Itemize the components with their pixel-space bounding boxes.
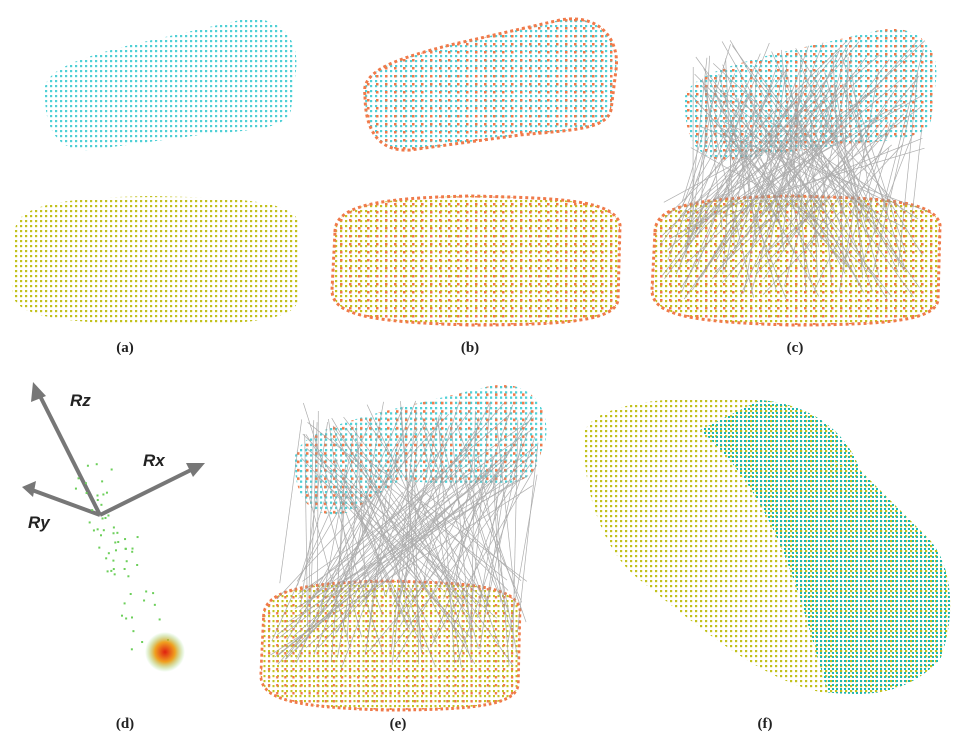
sample-dot [96,463,98,465]
sample-dot [116,532,118,534]
sample-dot [132,548,134,550]
sample-dot [117,541,119,543]
sample-dot [97,499,99,501]
panel-label: (c) [787,340,804,356]
sample-dot [159,618,161,620]
sample-dot [98,547,100,549]
panel-label: (d) [116,716,134,732]
sample-dot [87,465,89,467]
sample-dot [97,528,99,530]
sample-dot [154,604,156,606]
sample-dot [78,477,80,479]
sample-dot [124,602,126,604]
match-line [508,475,537,643]
sample-dot [131,551,133,553]
sample-dot [132,630,134,632]
sample-dot [125,548,127,550]
panel-label: (a) [116,340,134,356]
sample-dot [121,615,123,617]
sample-dot [127,575,129,577]
axis-label: Ry [28,513,51,532]
sample-dot [130,593,132,595]
sample-dot [113,526,115,528]
axis-label: Rx [143,451,166,470]
rotation-peak [145,632,185,672]
sample-dot [115,549,117,551]
sample-dot [103,529,105,531]
sample-dot [106,492,108,494]
panel-b [332,19,620,325]
sample-dot [75,488,77,490]
page: (a) (b) (c) (d) (e) (f) Rz Rx Ry (() => … [0,0,955,738]
sample-dot [89,521,91,523]
figure: (a) (b) (c) (d) (e) (f) Rz Rx Ry [0,0,955,738]
sample-dot [113,568,115,570]
sample-dot [125,617,127,619]
panel-d [22,382,205,515]
sample-dot [113,532,115,534]
sample-dot [93,529,95,531]
sample-dot [141,641,143,643]
axis-label: Rz [70,391,91,410]
sample-dot [85,482,87,484]
sample-dot [137,536,139,538]
sample-dot [100,504,102,506]
sample-dot [114,573,116,575]
sample-dot [105,557,107,559]
sample-dot [107,514,109,516]
panel-label: (f) [758,716,773,732]
sample-dot [107,570,109,572]
sample-dot [145,590,147,592]
sample-dot [101,480,103,482]
sample-dot [131,616,133,618]
panel-e [261,385,547,710]
sample-dot [108,552,110,554]
sample-dot [126,560,128,562]
sample-dot [86,492,88,494]
panel-a [12,19,300,325]
sample-dot [124,568,126,570]
sample-dot [110,570,112,572]
sample-dot [131,648,133,650]
sample-dot [97,494,99,496]
panel-f [584,398,950,694]
sample-dot [100,534,102,536]
panel-label: (b) [461,340,479,356]
sample-dot [91,509,93,511]
sample-dot [152,592,154,594]
sample-dot [102,517,104,519]
panel-c [652,29,940,325]
match-line [469,483,521,602]
sample-dot [112,560,114,562]
panel-label: (e) [390,716,407,732]
sample-dot [124,538,126,540]
match-line [280,419,302,583]
sample-dot [136,564,138,566]
sample-dot [143,599,145,601]
sample-dot [111,468,113,470]
sample-dot [102,493,104,495]
sample-dot [114,541,116,543]
sample-dot [104,517,106,519]
